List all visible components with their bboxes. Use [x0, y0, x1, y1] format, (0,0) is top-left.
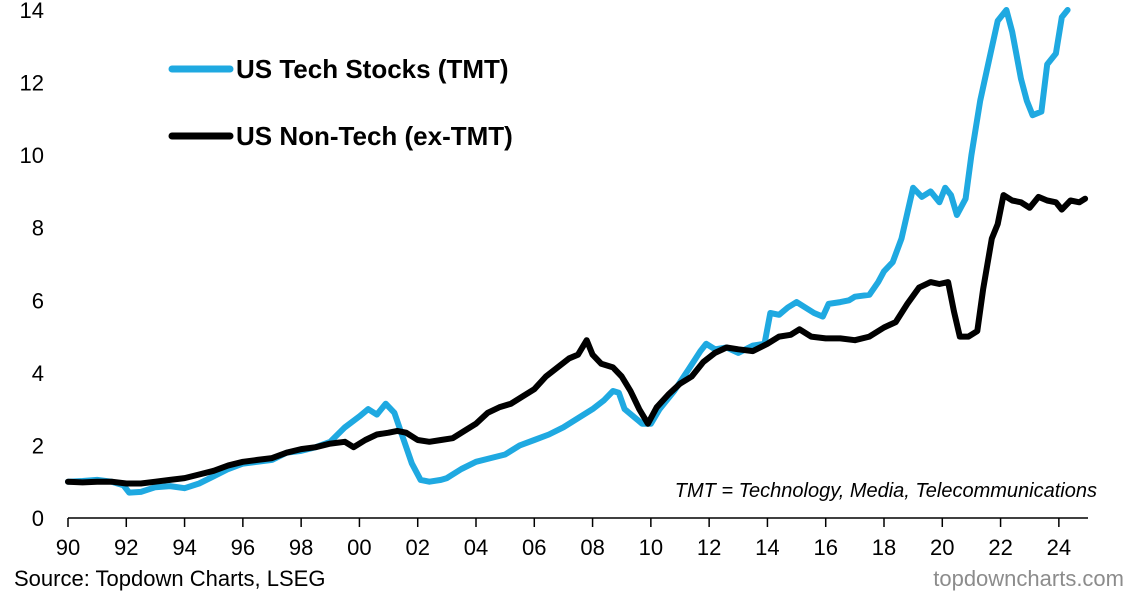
x-tick-label: 94 [172, 535, 196, 560]
x-tick-label: 06 [522, 535, 546, 560]
x-tick-label: 14 [755, 535, 779, 560]
x-tick-label: 18 [872, 535, 896, 560]
x-tick-label: 00 [347, 535, 371, 560]
x-tick-label: 16 [813, 535, 837, 560]
legend-item-non-tech-label: US Non-Tech (ex-TMT) [236, 121, 513, 151]
x-tick-label: 22 [988, 535, 1012, 560]
chart-annotation: TMT = Technology, Media, Telecommunicati… [675, 480, 1097, 502]
series-line-tmt [65, 7, 1071, 496]
y-tick-label: 4 [32, 361, 44, 386]
watermark: topdowncharts.com [933, 566, 1124, 591]
x-tick-label: 98 [289, 535, 313, 560]
y-tick-label: 8 [32, 216, 44, 241]
x-tick-label: 08 [580, 535, 604, 560]
x-tick-label: 12 [697, 535, 721, 560]
y-tick-label: 14 [20, 0, 44, 23]
y-tick-label: 10 [20, 143, 44, 168]
series-line-non-tech [65, 192, 1089, 487]
x-tick-label: 96 [231, 535, 255, 560]
x-tick-label: 04 [464, 535, 488, 560]
x-tick-label: 02 [405, 535, 429, 560]
y-tick-label: 6 [32, 288, 44, 313]
y-tick-label: 0 [32, 506, 44, 531]
x-tick-label: 24 [1047, 535, 1071, 560]
x-tick-label: 90 [56, 535, 80, 560]
legend-item-tmt-label: US Tech Stocks (TMT) [236, 54, 509, 84]
x-tick-label: 92 [114, 535, 138, 560]
source-note: Source: Topdown Charts, LSEG [14, 566, 326, 591]
x-tick-label: 20 [930, 535, 954, 560]
y-tick-label: 2 [32, 433, 44, 458]
y-tick-label: 12 [20, 71, 44, 96]
x-tick-label: 10 [639, 535, 663, 560]
